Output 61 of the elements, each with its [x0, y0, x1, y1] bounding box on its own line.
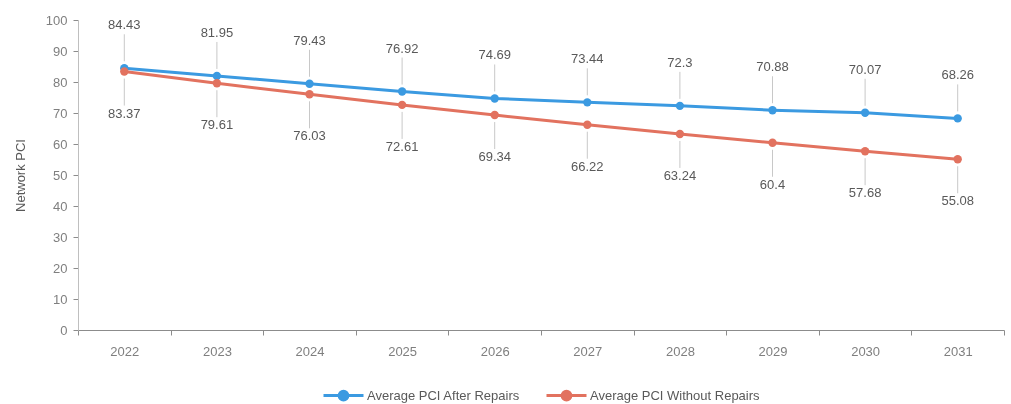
data-label: 79.43 [293, 32, 326, 48]
legend-label: Average PCI Without Repairs [590, 387, 761, 403]
data-label: 81.95 [200, 24, 234, 40]
data-label: 70.88 [756, 59, 789, 75]
point [768, 138, 777, 147]
y-tick-label: 10 [53, 291, 68, 307]
point [675, 101, 685, 111]
data-label: 60.4 [759, 176, 786, 192]
x-tick-label: 2027 [573, 343, 603, 359]
point [860, 108, 870, 117]
y-tick-label: 40 [53, 198, 68, 214]
data-label: 55.08 [941, 193, 974, 209]
data-label: 76.92 [385, 40, 419, 56]
point [305, 90, 314, 99]
y-tick-label: 0 [60, 322, 68, 338]
data-label: 73.44 [571, 51, 604, 67]
x-tick-label: 2023 [202, 343, 232, 359]
y-tick-label: 20 [53, 260, 68, 276]
y-axis-title: Network PCI [12, 139, 28, 212]
data-label: 70.07 [848, 61, 882, 77]
y-tick-label: 60 [53, 136, 68, 152]
point [397, 100, 407, 110]
point [768, 106, 777, 115]
y-tick-label: 90 [53, 43, 68, 59]
data-label: 63.24 [663, 167, 697, 183]
point [212, 79, 222, 88]
point [583, 98, 592, 107]
x-tick-label: 2030 [851, 343, 881, 359]
y-tick-label: 80 [53, 74, 68, 90]
x-tick-label: 2028 [665, 343, 695, 359]
data-label: 69.34 [478, 149, 511, 165]
point [397, 87, 407, 96]
data-label: 74.69 [478, 47, 511, 63]
x-tick-label: 2022 [110, 343, 140, 359]
point [675, 129, 685, 139]
point [305, 79, 314, 88]
y-tick-label: 50 [53, 167, 68, 183]
data-label: 76.03 [293, 128, 326, 144]
data-label: 83.37 [108, 105, 141, 121]
point [490, 110, 499, 120]
data-label: 84.43 [108, 17, 141, 33]
point [860, 147, 870, 156]
point [583, 120, 592, 129]
x-tick-label: 2024 [295, 343, 325, 359]
data-label: 66.22 [571, 158, 604, 174]
x-tick-label: 2029 [758, 343, 788, 359]
legend-label: Average PCI After Repairs [367, 387, 520, 403]
y-tick-label: 30 [53, 229, 68, 245]
x-tick-label: 2026 [480, 343, 510, 359]
data-label: 57.68 [848, 185, 882, 201]
data-label: 72.61 [385, 138, 419, 154]
y-tick-label: 70 [53, 105, 68, 121]
x-tick-label: 2025 [388, 343, 418, 359]
point [490, 94, 499, 103]
point [953, 114, 962, 123]
data-label: 79.61 [200, 117, 234, 133]
data-label: 68.26 [941, 67, 974, 83]
y-tick-label: 100 [45, 12, 68, 28]
data-label: 72.3 [667, 54, 693, 70]
x-tick-label: 2031 [943, 343, 973, 359]
point [953, 155, 962, 164]
